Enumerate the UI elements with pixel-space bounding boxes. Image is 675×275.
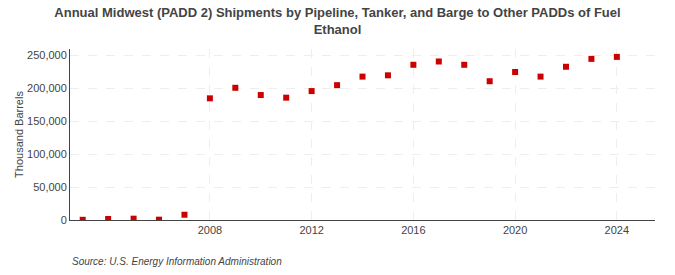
svg-text:0: 0 (61, 214, 67, 226)
svg-text:50,000: 50,000 (33, 181, 67, 193)
svg-text:200,000: 200,000 (27, 82, 67, 94)
svg-text:150,000: 150,000 (27, 115, 67, 127)
svg-text:2024: 2024 (605, 224, 629, 236)
svg-text:250,000: 250,000 (27, 49, 67, 61)
svg-text:Annual Midwest (PADD 2) Shipme: Annual Midwest (PADD 2) Shipments by Pip… (54, 5, 620, 37)
svg-text:2016: 2016 (401, 224, 425, 236)
svg-text:100,000: 100,000 (27, 148, 67, 160)
svg-text:2012: 2012 (299, 224, 323, 236)
svg-text:Source: U.S. Energy Informatio: Source: U.S. Energy Information Administ… (72, 256, 282, 267)
svg-text:Thousand Barrels: Thousand Barrels (13, 91, 25, 178)
svg-text:2020: 2020 (503, 224, 527, 236)
svg-text:2008: 2008 (198, 224, 222, 236)
